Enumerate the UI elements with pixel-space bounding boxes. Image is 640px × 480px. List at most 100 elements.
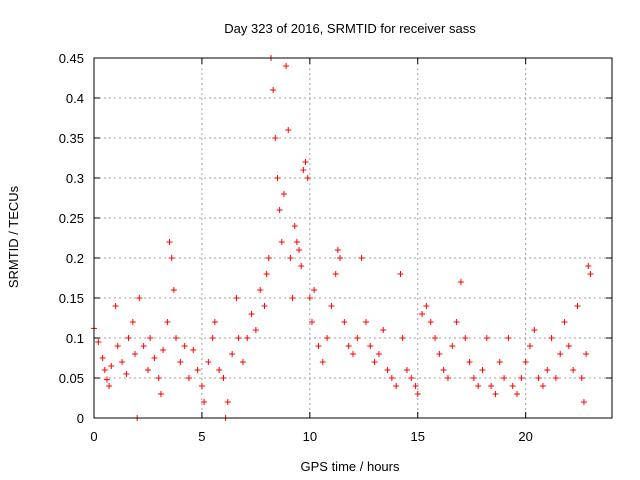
data-point [403,367,410,373]
axis-ticks: 0 0.05 0.1 0.15 0.2 0.25 0.3 0.35 0.4 0.45 0 5 10 15 2… [59,51,612,444]
data-point [412,383,419,389]
data-point [324,335,331,341]
data-point [129,319,136,325]
data-point [587,271,594,277]
data-point [140,343,147,349]
data-point [509,383,516,389]
data-point [224,399,231,405]
data-point [274,175,281,181]
data-point [216,367,223,373]
data-point [371,359,378,365]
data-point [276,207,283,213]
data-point [261,303,268,309]
data-point [514,391,521,397]
data-point [283,63,290,69]
data-point [488,383,495,389]
x-tick-label: 20 [518,429,532,444]
data-point [293,239,300,245]
data-point [470,375,477,381]
data-point [362,319,369,325]
data-point [548,335,555,341]
data-point [578,375,585,381]
data-point [302,159,309,165]
data-point [265,255,272,261]
data-point [239,359,246,365]
x-tick-label: 10 [303,429,317,444]
data-point [173,335,180,341]
data-point [457,279,464,285]
data-point [201,399,208,405]
x-tick-label: 0 [90,429,97,444]
data-point [144,367,151,373]
data-point [328,303,335,309]
x-tick-label: 15 [411,429,425,444]
data-point [436,351,443,357]
data-point [393,383,400,389]
data-point [334,247,341,253]
data-point [205,359,212,365]
data-point [315,343,322,349]
data-point [233,295,240,301]
data-point [119,359,126,365]
data-point [244,335,251,341]
plot-frame [93,57,613,419]
data-point [408,375,415,381]
data-point [580,399,587,405]
data-point [112,303,119,309]
data-point [181,343,188,349]
data-point [99,355,106,361]
data-point [209,335,216,341]
data-point [535,375,542,381]
grid-lines [94,58,612,418]
data-point [358,255,365,261]
data-point [444,375,451,381]
y-tick-label: 0.1 [66,331,84,346]
data-point [125,335,132,341]
y-tick-label: 0.05 [59,371,84,386]
data-point [190,347,197,353]
data-point [160,347,167,353]
data-point [185,375,192,381]
data-point [332,271,339,277]
data-point [164,319,171,325]
data-point [168,255,175,261]
data-point [354,335,361,341]
data-point [147,335,154,341]
data-point [531,327,538,333]
y-axis-label: SRMTID / TECUs [6,185,21,288]
data-point [285,127,292,133]
y-tick-label: 0.2 [66,251,84,266]
data-point [263,271,270,277]
data-point [257,287,264,293]
y-tick-label: 0.4 [66,91,84,106]
data-point [585,263,592,269]
data-point [505,335,512,341]
data-point [101,367,108,373]
data-point [166,239,173,245]
data-point [304,175,311,181]
data-point [522,359,529,365]
data-point [384,367,391,373]
data-point [248,311,255,317]
data-point [136,295,143,301]
data-point [570,367,577,373]
y-tick-label: 0.35 [59,131,84,146]
data-point [449,343,456,349]
data-point [211,319,218,325]
data-point [557,351,564,357]
y-tick-label: 0.3 [66,171,84,186]
data-point [475,383,482,389]
data-point [311,287,318,293]
data-point [350,351,356,357]
data-point [220,375,227,381]
data-point [419,311,426,317]
data-point [108,363,115,369]
data-point [375,351,382,357]
data-point [399,335,406,341]
data-point [229,351,236,357]
data-point [194,367,201,373]
data-point [123,371,130,377]
data-point [552,375,559,381]
data-point [397,271,404,277]
data-point [270,87,277,93]
